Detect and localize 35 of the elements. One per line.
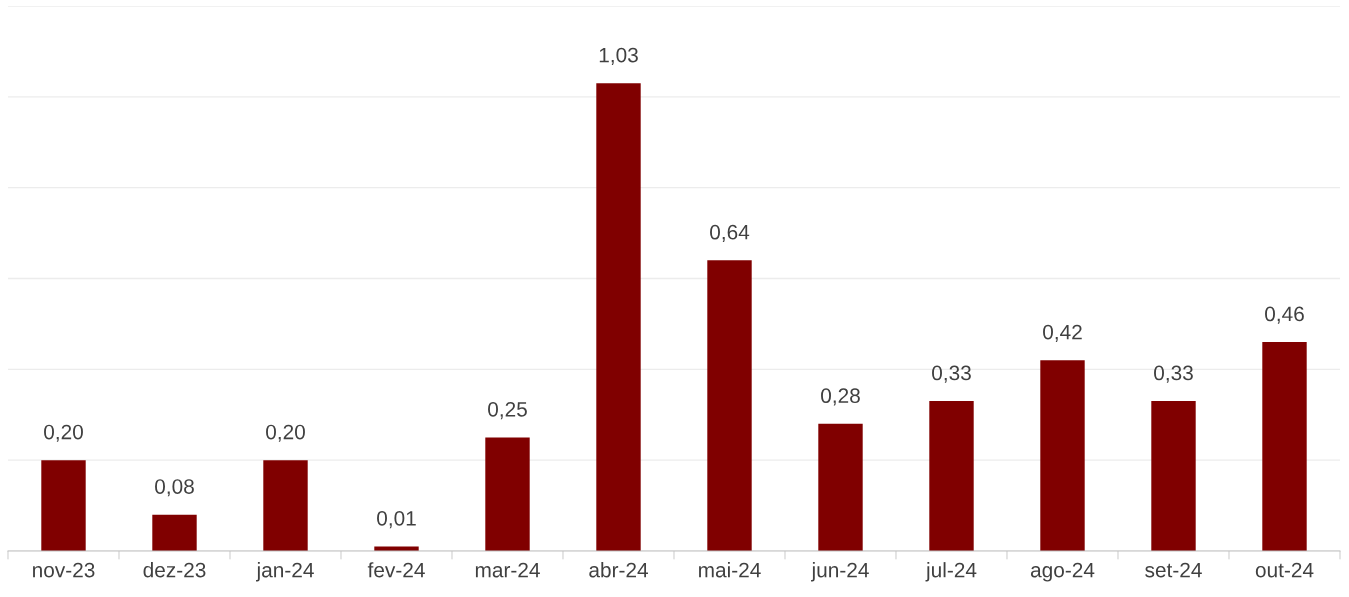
x-tick-label: dez-23 [143,562,206,578]
data-label: 0,20 [44,424,83,442]
x-tick-label: ago-24 [1030,562,1095,582]
data-label: 0,01 [377,510,416,529]
x-tick-label: mar-24 [475,562,540,578]
bar [707,260,752,551]
data-label: 0,25 [488,401,527,420]
bar [929,401,974,551]
bar [263,460,308,551]
data-label: 0,64 [710,224,750,243]
x-tick-label: jun-24 [811,562,869,582]
data-label: 0,33 [1154,365,1193,383]
bar [1151,401,1196,551]
bar [1040,360,1085,551]
bar [485,437,530,551]
data-label: 0,42 [1043,324,1082,342]
bar [818,423,863,551]
x-tick-label: mai-24 [699,562,761,578]
data-label: 0,46 [1265,306,1304,324]
bar [596,83,641,551]
x-tick-label: jul-24 [925,562,977,582]
data-label: 0,20 [266,424,305,442]
data-label: 1,03 [599,47,638,65]
data-label: 0,28 [821,388,860,406]
x-tick-label: abr-24 [589,562,648,578]
bar [41,460,86,551]
x-tick-label: out-24 [1255,562,1314,578]
bar [152,514,197,551]
x-tick-label: set-24 [1145,562,1202,578]
x-tick-label: nov-23 [33,562,95,578]
bar [1262,342,1307,551]
x-tick-label: fev-24 [367,562,425,578]
x-tick-label: jan-24 [256,562,314,582]
data-label: 0,33 [932,365,971,383]
data-label: 0,08 [155,479,194,497]
